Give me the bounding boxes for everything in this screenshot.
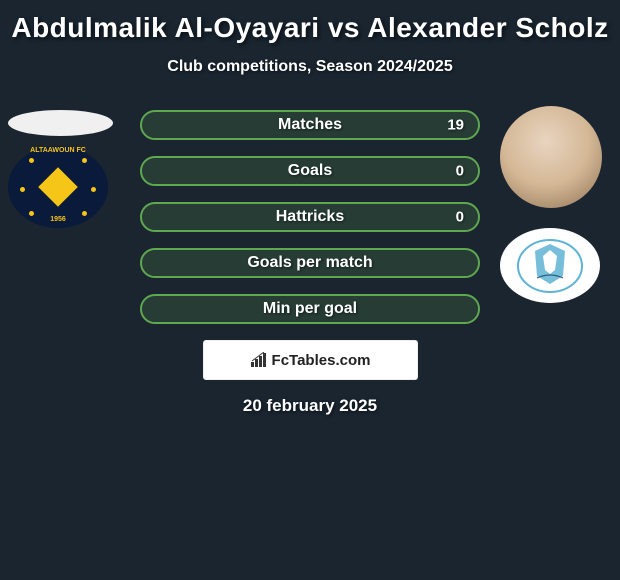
player-left-column: ALTAAWOUN FC 1956 (8, 106, 113, 228)
player-right-column (500, 106, 602, 303)
stat-label: Min per goal (263, 300, 357, 318)
page-title: Abdulmalik Al-Oyayari vs Alexander Schol… (0, 0, 620, 44)
stats-container: Matches 19 Goals 0 Hattricks 0 Goals per match… (140, 106, 480, 324)
content-wrapper: Abdulmalik Al-Oyayari vs Alexander Schol… (0, 0, 620, 580)
stat-value-right: 19 (447, 117, 464, 134)
stat-row: Matches 19 (140, 110, 480, 140)
stat-label: Goals (288, 162, 332, 180)
player-right-club-badge (500, 228, 600, 303)
stat-value-right: 0 (456, 163, 464, 180)
stat-value-right: 0 (456, 209, 464, 226)
club-left-dots (22, 151, 94, 223)
watermark-text: FcTables.com (272, 352, 371, 369)
stat-row: Min per goal (140, 294, 480, 324)
date-label: 20 february 2025 (0, 396, 620, 416)
player-left-club-badge: ALTAAWOUN FC 1956 (8, 146, 108, 228)
stat-row: Hattricks 0 (140, 202, 480, 232)
club-right-logo-icon (515, 236, 585, 296)
chart-icon (250, 352, 268, 368)
stat-label: Hattricks (276, 208, 344, 226)
comparison-area: ALTAAWOUN FC 1956 (0, 106, 620, 416)
stat-row: Goals per match (140, 248, 480, 278)
stat-label: Matches (278, 116, 342, 134)
player-right-avatar (500, 106, 602, 208)
player-left-avatar (8, 110, 113, 136)
stat-row: Goals 0 (140, 156, 480, 186)
stat-label: Goals per match (247, 254, 372, 272)
watermark-badge: FcTables.com (203, 340, 418, 380)
subtitle: Club competitions, Season 2024/2025 (0, 58, 620, 76)
